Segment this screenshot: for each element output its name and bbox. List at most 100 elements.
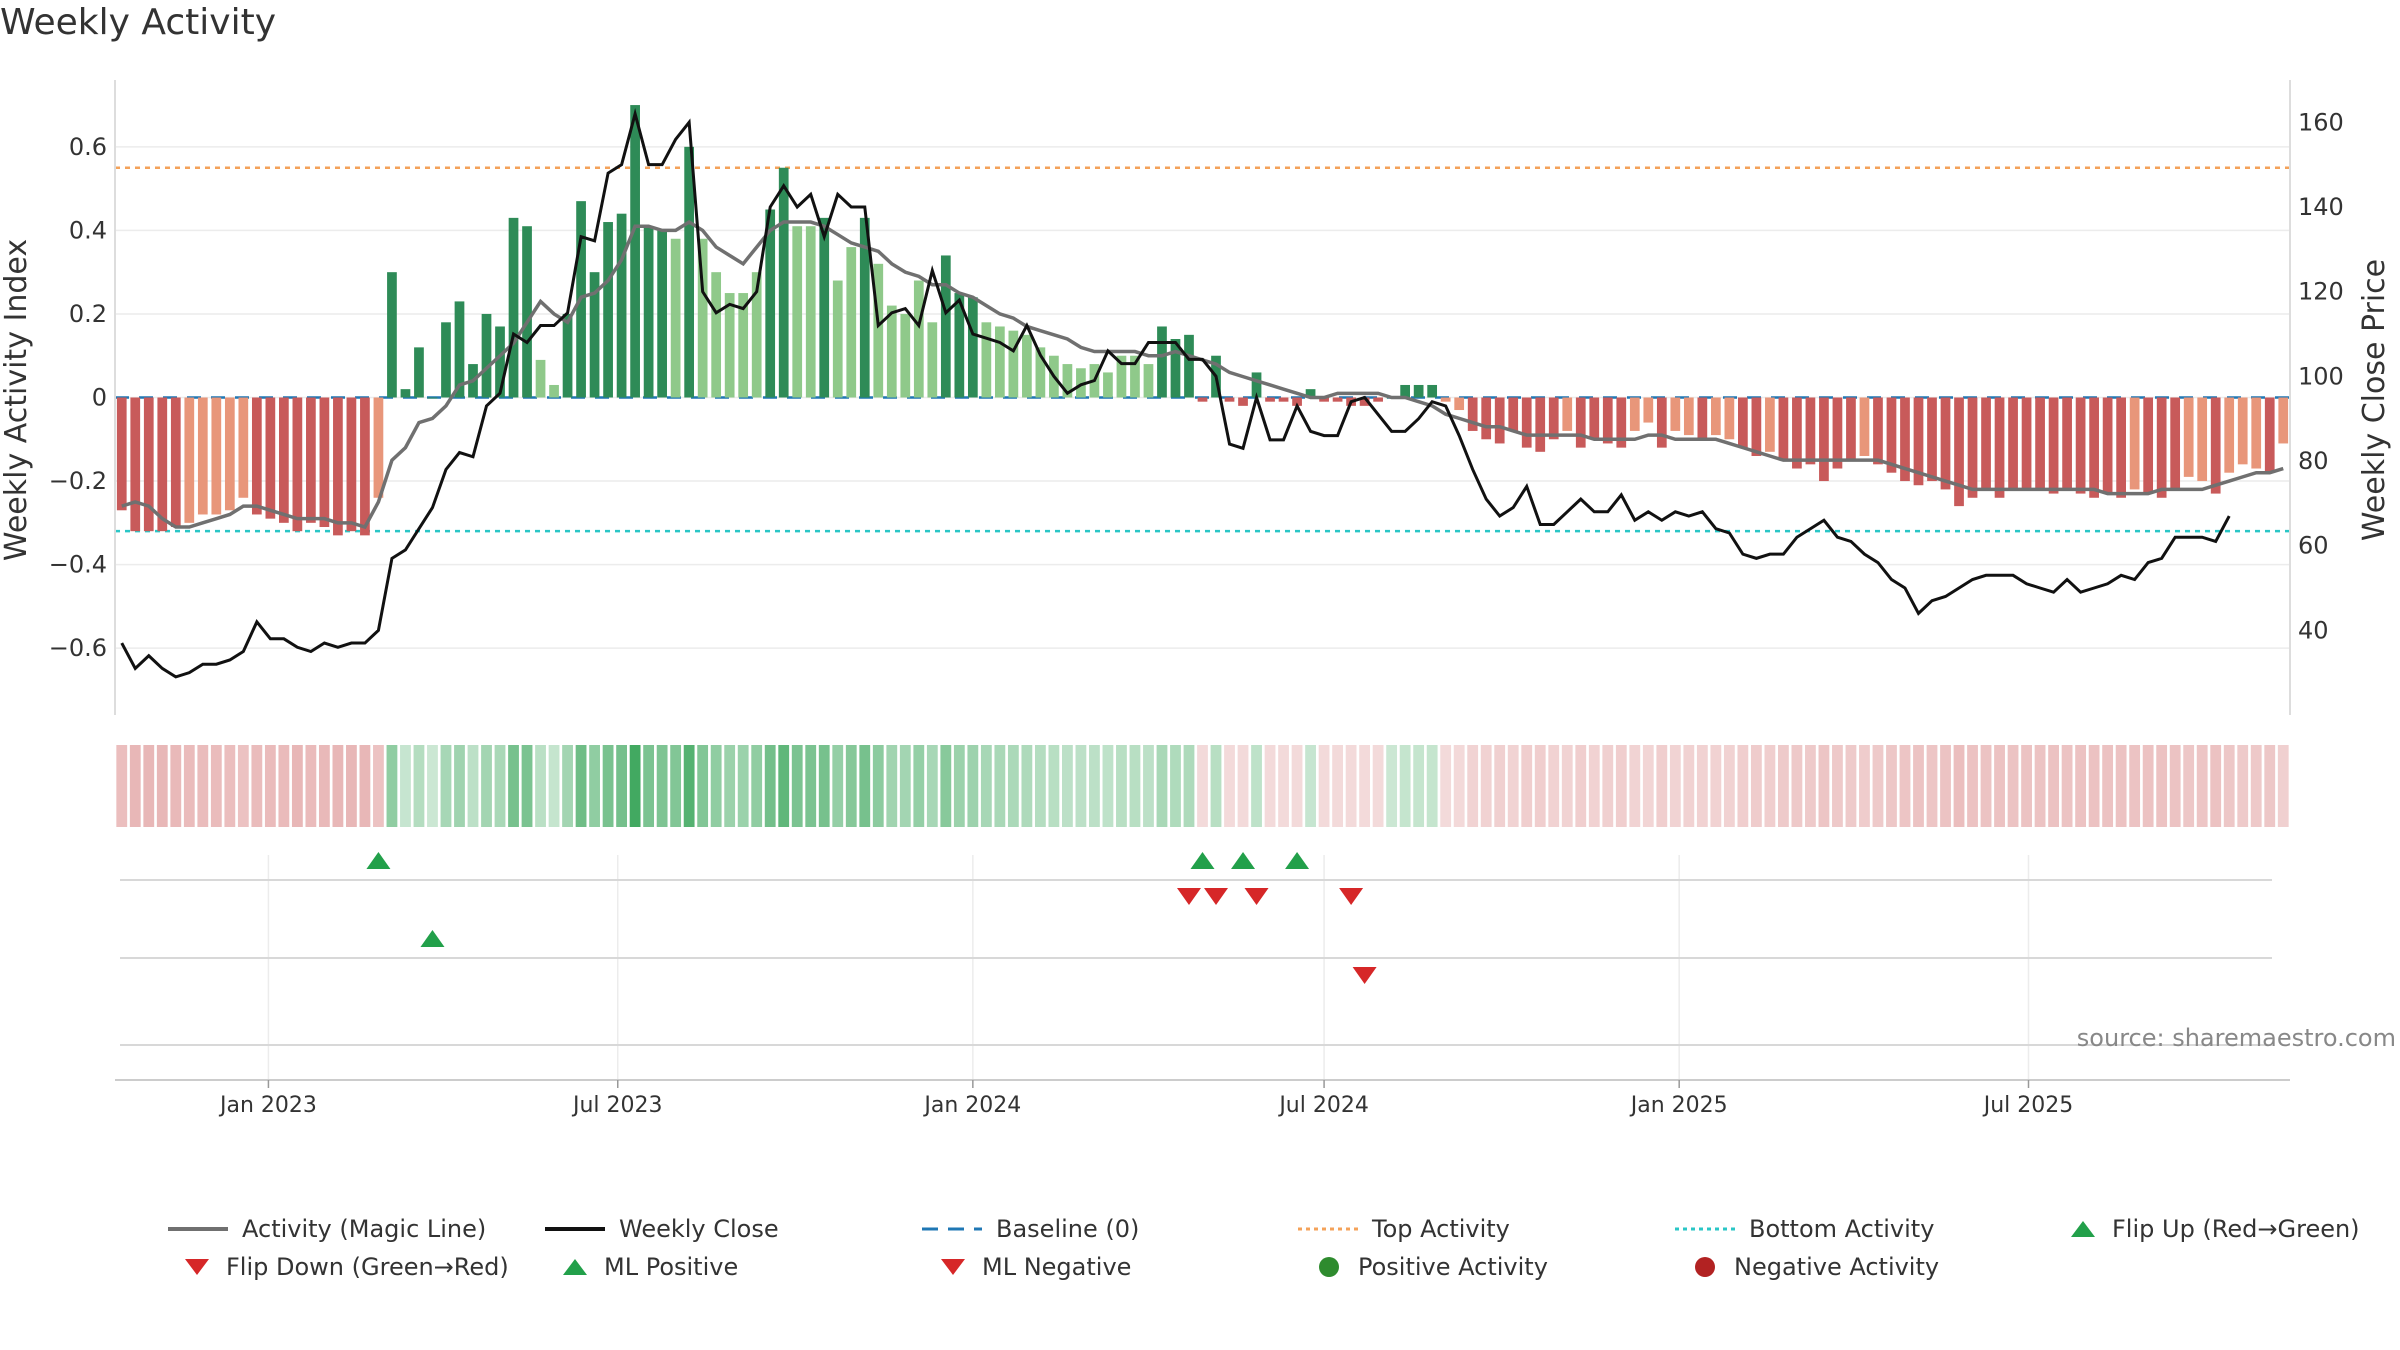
legend-magic-label: Activity (Magic Line) bbox=[242, 1215, 487, 1243]
y-ticks-left: −0.6 −0.4 −0.2 0 0.2 0.4 0.6 bbox=[49, 133, 107, 662]
heat-cell bbox=[2142, 745, 2154, 827]
heat-cell bbox=[872, 745, 884, 827]
heat-cell bbox=[1345, 745, 1357, 827]
heat-cell bbox=[1548, 745, 1560, 827]
heat-cell bbox=[2196, 745, 2208, 827]
legend-neg-act-swatch bbox=[1695, 1257, 1715, 1277]
activity-bar bbox=[1494, 397, 1505, 444]
heat-cell bbox=[602, 745, 614, 827]
x-tick-label: Jan 2024 bbox=[922, 1093, 1021, 1118]
heat-cell bbox=[251, 745, 263, 827]
activity-bar bbox=[994, 326, 1005, 398]
activity-bar bbox=[2048, 397, 2059, 494]
activity-bar bbox=[981, 322, 992, 398]
activity-bar bbox=[170, 397, 181, 528]
legend-bottom-swatch bbox=[1675, 1227, 1735, 1231]
heat-cell bbox=[629, 745, 641, 827]
heat-cell bbox=[2129, 745, 2141, 827]
heat-cell bbox=[197, 745, 209, 827]
activity-bar bbox=[143, 397, 154, 532]
legend-baseline: Baseline (0) bbox=[922, 1215, 1139, 1243]
activity-bar bbox=[535, 359, 546, 398]
legend-magic-swatch bbox=[168, 1227, 228, 1231]
y-tick-label: −0.2 bbox=[49, 467, 107, 495]
heat-cell bbox=[129, 745, 141, 827]
x-tick-label: Jul 2024 bbox=[1277, 1093, 1369, 1118]
activity-bar bbox=[1062, 364, 1073, 398]
legend-flip-up-swatch bbox=[2071, 1221, 2095, 1237]
heat-cell bbox=[494, 745, 506, 827]
legend-flip-up-label: Flip Up (Red→Green) bbox=[2112, 1215, 2360, 1243]
heat-cell bbox=[1710, 745, 1722, 827]
heat-cell bbox=[643, 745, 655, 827]
heat-cell bbox=[1805, 745, 1816, 827]
heat-cell bbox=[1102, 745, 1114, 827]
activity-bar bbox=[819, 217, 830, 398]
activity-bar bbox=[1008, 330, 1019, 398]
heat-cell bbox=[1913, 745, 1924, 827]
heat-cell bbox=[1832, 745, 1843, 827]
heat-cell bbox=[967, 745, 979, 827]
x-tick-label: Jul 2025 bbox=[1982, 1093, 2074, 1118]
activity-bar bbox=[886, 305, 897, 398]
activity-bar bbox=[2143, 397, 2154, 494]
y-axis-label: Weekly Activity Index bbox=[0, 239, 34, 561]
activity-bar bbox=[1440, 397, 1451, 402]
activity-bar bbox=[1224, 397, 1235, 402]
activity-bar bbox=[2075, 397, 2086, 494]
legend-close: Weekly Close bbox=[545, 1215, 779, 1243]
heat-cell bbox=[1305, 745, 1316, 827]
activity-bar bbox=[1184, 334, 1194, 398]
chart-canvas: −0.6 −0.4 −0.2 0 0.2 0.4 0.6 40 60 80 100 120 140 16… bbox=[0, 80, 2396, 1118]
activity-bar bbox=[333, 397, 343, 536]
legend-baseline-swatch bbox=[922, 1227, 982, 1231]
y-tick-label: 0 bbox=[92, 384, 107, 412]
legend-close-swatch bbox=[545, 1227, 605, 1231]
activity-bar bbox=[630, 105, 640, 398]
heat-cell bbox=[1669, 745, 1681, 827]
heat-cell bbox=[2264, 745, 2276, 827]
heat-cell bbox=[1237, 745, 1249, 827]
heat-cell bbox=[1089, 745, 1100, 827]
heat-cell bbox=[2223, 745, 2235, 827]
activity-bar bbox=[2008, 397, 2018, 490]
activity-bar bbox=[1846, 397, 1856, 461]
heat-cell bbox=[832, 745, 844, 827]
activity-bar bbox=[913, 280, 924, 398]
heat-cell bbox=[116, 745, 128, 827]
heat-cell bbox=[508, 745, 519, 827]
heat-cell bbox=[670, 745, 682, 827]
heat-cell bbox=[454, 745, 465, 827]
heat-cell bbox=[2061, 745, 2073, 827]
y2-tick-label: 80 bbox=[2298, 447, 2329, 475]
y2-tick-label: 140 bbox=[2298, 193, 2344, 221]
legend-ml-pos-swatch bbox=[563, 1259, 587, 1275]
activity-bar bbox=[292, 397, 303, 532]
heat-cell bbox=[589, 745, 600, 827]
heat-cell bbox=[1197, 745, 1208, 827]
y2-tick-label: 160 bbox=[2298, 108, 2344, 136]
legend-ml-neg: ML Negative bbox=[938, 1253, 1131, 1281]
heat-cell bbox=[170, 745, 182, 827]
activity-bar bbox=[130, 397, 141, 532]
activity-bar bbox=[1265, 397, 1275, 402]
activity-bar bbox=[495, 326, 505, 398]
ml-negative-marker bbox=[1352, 967, 1377, 984]
series-lines bbox=[120, 108, 2284, 679]
activity-bar bbox=[900, 313, 911, 398]
activity-bar bbox=[116, 397, 127, 511]
heat-cell bbox=[940, 745, 952, 827]
heat-cell bbox=[1021, 745, 1033, 827]
activity-bar bbox=[738, 293, 749, 398]
activity-bar bbox=[1076, 368, 1086, 398]
heat-cell bbox=[778, 745, 790, 827]
activity-bar bbox=[2264, 397, 2275, 473]
activity-bar bbox=[184, 397, 195, 523]
activity-bar bbox=[832, 280, 843, 398]
activity-bar bbox=[2062, 397, 2072, 490]
heat-cell bbox=[2183, 745, 2195, 827]
heat-cell bbox=[1048, 745, 1060, 827]
heat-cell bbox=[1818, 745, 1830, 827]
y-tick-label: −0.4 bbox=[49, 551, 107, 579]
activity-bar bbox=[1656, 397, 1667, 448]
